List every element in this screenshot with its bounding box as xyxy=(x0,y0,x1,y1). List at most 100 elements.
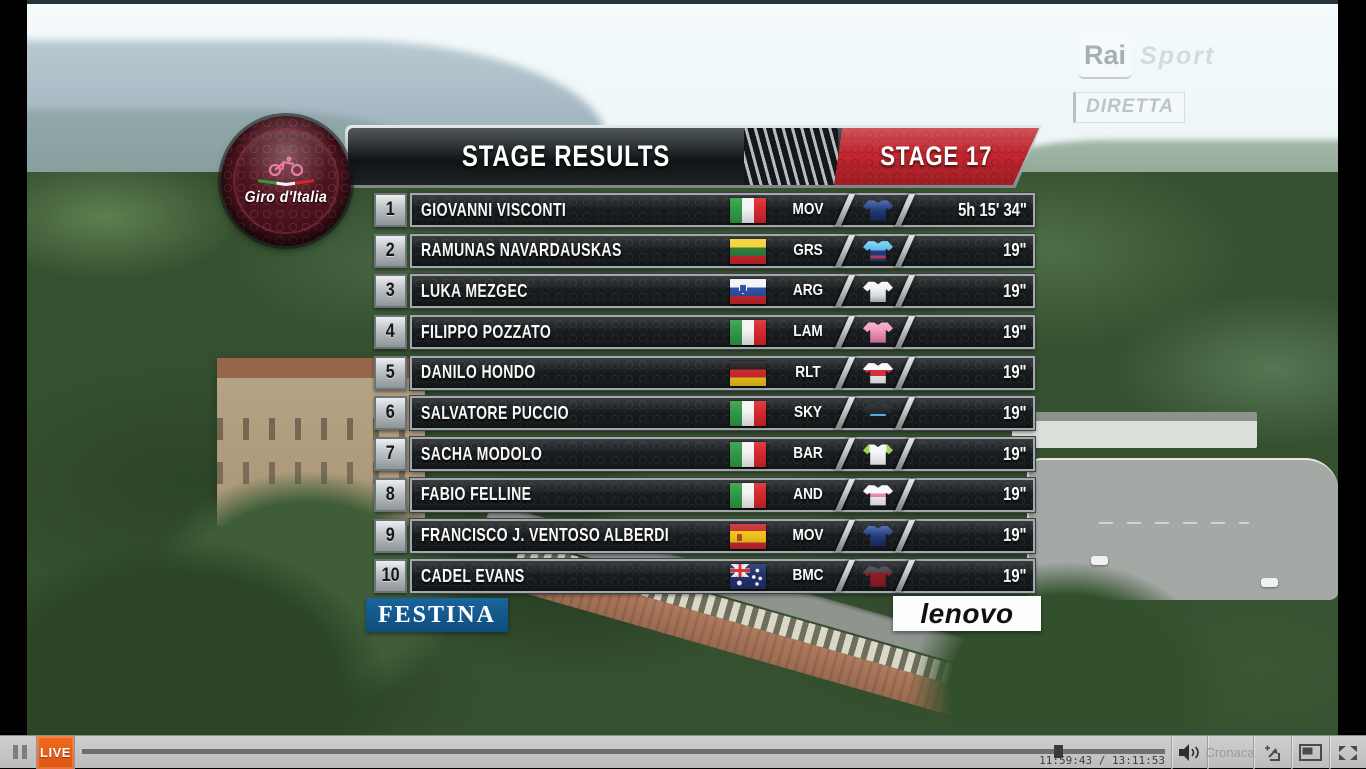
table-row: 4 FILIPPO POZZATO LAM 19" xyxy=(374,315,1035,350)
rank-number: 2 xyxy=(385,239,395,261)
time-value: 19" xyxy=(1003,240,1027,261)
volume-button[interactable] xyxy=(1173,736,1206,769)
time-value: 19" xyxy=(1003,525,1027,545)
fullscreen-icon xyxy=(1339,745,1357,760)
rider-name: DANILO HONDO xyxy=(421,362,536,383)
divider-slash xyxy=(834,316,856,349)
giro-logo-text: Giro d'Italia xyxy=(244,189,328,206)
rider-bar: FILIPPO POZZATO LAM 19" xyxy=(410,315,1035,350)
jersey-icon xyxy=(863,525,893,547)
country-flag-icon xyxy=(730,564,766,590)
rank-cell: 3 xyxy=(374,274,407,309)
rider-bar: RAMUNAS NAVARDAUSKAS GRS 19" xyxy=(410,233,1035,268)
rider-name: RAMUNAS NAVARDAUSKAS xyxy=(421,240,622,261)
team-code: BMC xyxy=(792,567,824,585)
separator xyxy=(1171,736,1172,769)
divider-slash xyxy=(834,275,856,308)
rider-name: FILIPPO POZZATO xyxy=(421,321,552,342)
team-code: GRS xyxy=(793,241,823,259)
team-code: SKY xyxy=(794,404,822,422)
country-flag-icon xyxy=(730,238,766,264)
divider-slash xyxy=(834,356,856,389)
logo-inner-ring xyxy=(233,128,339,234)
results-header-inner: STAGE RESULTS STAGE 17 xyxy=(348,128,1039,185)
player-control-bar: LIVE 11:59:43 / 13:11:53 Cronaca xyxy=(0,735,1366,769)
table-row: 9 FRANCISCO J. VENTOSO ALBERDI MOV 19" xyxy=(374,518,1035,553)
time-value: 19" xyxy=(1003,280,1027,301)
jersey-icon xyxy=(863,444,893,465)
separator xyxy=(1253,736,1254,769)
fullscreen-button[interactable] xyxy=(1330,736,1366,769)
rank-cell: 2 xyxy=(374,233,407,268)
stage-label: STAGE 17 xyxy=(880,141,993,171)
rank-cell: 10 xyxy=(374,559,407,594)
divider-slash xyxy=(894,194,916,226)
rider-bar: GIOVANNI VISCONTI MOV 5h 15' 34" xyxy=(410,193,1035,227)
scene-white-building xyxy=(1012,412,1257,448)
rank-number: 4 xyxy=(385,321,395,343)
time-value: 19" xyxy=(1003,565,1027,586)
lenovo-sponsor-logo: lenovo xyxy=(893,596,1041,631)
divider-slash xyxy=(834,194,856,226)
rank-cell: 8 xyxy=(374,477,407,512)
mini-player-button[interactable] xyxy=(1292,736,1328,769)
divider-slash xyxy=(834,438,856,471)
rai-logo: Rai xyxy=(1078,38,1133,79)
country-flag-icon xyxy=(730,401,766,427)
divider-slash xyxy=(834,397,856,430)
results-rows: 1 GIOVANNI VISCONTI MOV 5h 15' 34" 2 RAM… xyxy=(374,193,1035,600)
team-code: MOV xyxy=(792,201,824,218)
rider-bar: CADEL EVANS BMC 19" xyxy=(410,559,1035,594)
divider-slash xyxy=(894,478,916,511)
rider-name: FABIO FELLINE xyxy=(421,484,532,505)
popout-button[interactable] xyxy=(1255,736,1290,769)
country-flag-icon xyxy=(730,442,766,468)
rider-bar: SALVATORE PUCCIO SKY 19" xyxy=(410,396,1035,431)
rider-bar: FRANCISCO J. VENTOSO ALBERDI MOV 19" xyxy=(410,518,1035,553)
rai-sport-watermark: Rai Sport xyxy=(1078,38,1215,79)
rider-name: LUKA MEZGEC xyxy=(421,280,528,301)
country-flag-icon xyxy=(730,482,766,508)
rider-name: GIOVANNI VISCONTI xyxy=(421,199,567,220)
rank-cell: 9 xyxy=(374,518,407,553)
rank-cell: 4 xyxy=(374,315,407,350)
video-top-edge xyxy=(27,0,1338,4)
divider-slash xyxy=(894,397,916,430)
team-code: AND xyxy=(793,485,823,503)
progress-handle[interactable] xyxy=(1053,745,1063,758)
country-flag-icon xyxy=(730,198,766,223)
country-flag-icon xyxy=(730,523,766,549)
rank-number: 9 xyxy=(385,524,395,546)
rank-number: 1 xyxy=(385,199,395,220)
pause-button[interactable] xyxy=(11,745,29,759)
team-code: RLT xyxy=(795,363,821,381)
rider-bar: DANILO HONDO RLT 19" xyxy=(410,355,1035,390)
jersey-icon xyxy=(863,281,893,302)
cronaca-label: Cronaca xyxy=(1205,745,1255,760)
table-row: 2 RAMUNAS NAVARDAUSKAS GRS 19" xyxy=(374,233,1035,268)
time-value: 5h 15' 34" xyxy=(958,199,1027,220)
diretta-badge: DIRETTA xyxy=(1073,92,1185,123)
divider-slash xyxy=(834,519,856,552)
country-flag-icon xyxy=(730,320,766,346)
live-button[interactable]: LIVE xyxy=(36,736,75,769)
sport-logo-text: Sport xyxy=(1140,42,1216,70)
jersey-icon xyxy=(863,322,893,343)
team-code: BAR xyxy=(793,445,823,463)
team-code: LAM xyxy=(793,323,823,341)
table-row: 5 DANILO HONDO RLT 19" xyxy=(374,355,1035,390)
speaker-icon xyxy=(1178,744,1199,761)
jersey-icon xyxy=(863,241,893,262)
divider-slash xyxy=(894,316,916,349)
mini-player-icon xyxy=(1298,744,1322,761)
results-title: STAGE RESULTS xyxy=(461,139,671,173)
divider-slash xyxy=(894,234,916,267)
separator xyxy=(1291,736,1292,769)
progress-track[interactable] xyxy=(82,745,1165,758)
jersey-icon xyxy=(863,403,893,425)
rank-number: 5 xyxy=(385,361,395,383)
rank-cell: 7 xyxy=(374,437,407,472)
jersey-icon xyxy=(863,485,893,506)
rank-cell: 1 xyxy=(374,193,407,227)
